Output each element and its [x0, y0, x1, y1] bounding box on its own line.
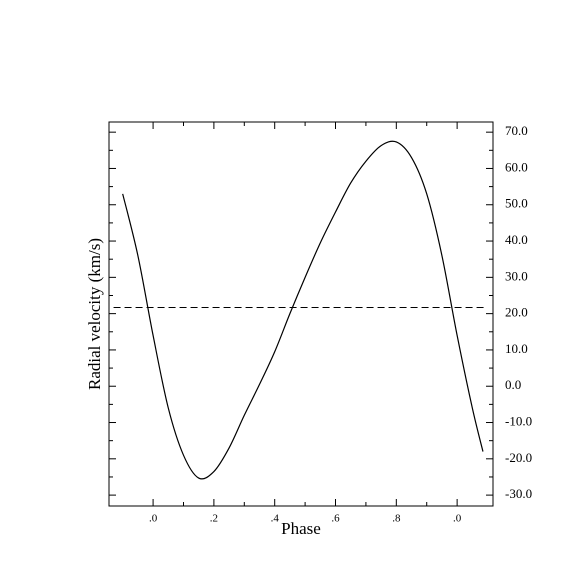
y-tick-label: 40.0	[505, 232, 528, 247]
y-axis-label: Radial velocity (km/s)	[85, 238, 104, 390]
x-axis-label: Phase	[281, 519, 321, 538]
x-tick-label: .4	[271, 513, 280, 525]
x-tick-label: .0	[453, 513, 462, 525]
x-tick-label: .6	[331, 513, 340, 525]
x-tick-label: .2	[210, 513, 218, 525]
y-tick-label: -30.0	[505, 486, 532, 501]
y-tick-label: 70.0	[505, 123, 528, 138]
x-tick-label: .0	[149, 513, 158, 525]
y-tick-label: 0.0	[505, 377, 521, 392]
y-tick-label: 50.0	[505, 196, 528, 211]
y-tick-label: 20.0	[505, 305, 528, 320]
y-tick-label: 10.0	[505, 341, 528, 356]
y-tick-label: 60.0	[505, 159, 528, 174]
y-tick-label: -10.0	[505, 414, 532, 429]
plot-frame	[108, 121, 494, 507]
y-tick-label: -20.0	[505, 450, 532, 465]
x-tick-label: .8	[392, 513, 401, 525]
rv-curve	[122, 140, 484, 480]
y-tick-label: 30.0	[505, 268, 528, 283]
